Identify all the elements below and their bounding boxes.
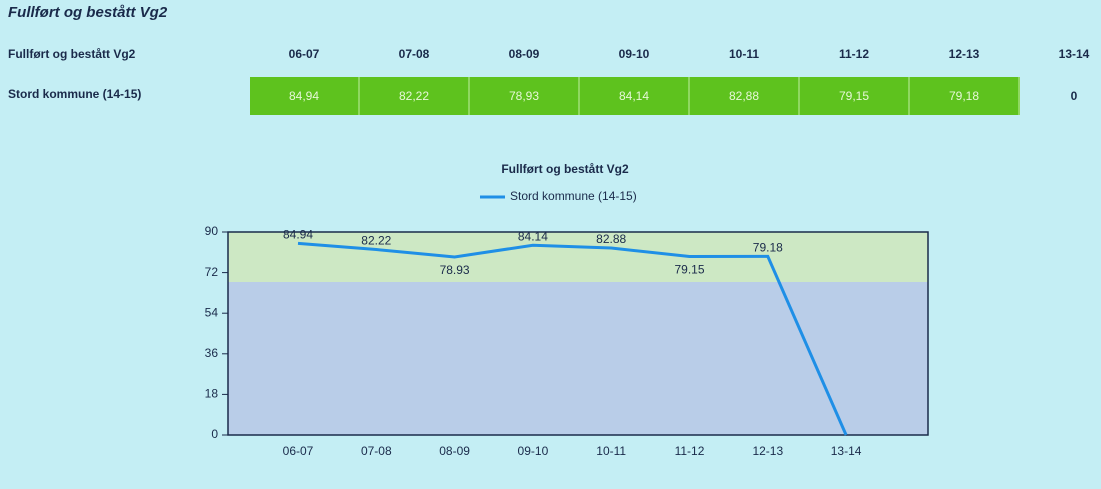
legend-label: Stord kommune (14-15) [510, 189, 637, 203]
plot-frame [227, 231, 929, 436]
data-label: 78.93 [440, 263, 470, 277]
x-tick-label: 13-14 [831, 444, 862, 458]
table-cell: 82,88 [690, 77, 800, 115]
page-title: Fullført og bestått Vg2 [8, 4, 168, 21]
y-tick-label: 18 [205, 387, 219, 401]
table-cell: 79,15 [800, 77, 910, 115]
data-label: 84.94 [283, 228, 313, 242]
y-tick-label: 90 [205, 224, 219, 238]
x-tick-label: 06-07 [283, 444, 314, 458]
table-cell: 84,14 [580, 77, 690, 115]
chart-title: Fullført og bestått Vg2 [501, 162, 629, 176]
data-label: 84.14 [518, 229, 548, 243]
line-series [297, 241, 848, 436]
table-header: 08-09 [508, 47, 540, 61]
y-tick-label: 72 [205, 265, 219, 279]
x-tick-label: 12-13 [752, 444, 783, 458]
x-tick-label: 07-08 [361, 444, 392, 458]
table-header: 06-07 [288, 47, 320, 61]
data-label: 79.18 [753, 241, 783, 255]
table-cell: 0 [1070, 89, 1078, 103]
table-header: Fullført og bestått Vg2 [8, 47, 136, 61]
table-header: 09-10 [618, 47, 650, 61]
row-label: Stord kommune (14-15) [8, 87, 142, 101]
table-header: 07-08 [398, 47, 430, 61]
data-label: 79.15 [674, 263, 704, 277]
x-tick-label: 09-10 [518, 444, 549, 458]
y-tick-label: 54 [205, 305, 219, 319]
x-tick-label: 10-11 [596, 444, 626, 458]
data-label: 82.22 [361, 234, 391, 248]
data-label: 82.88 [596, 232, 626, 246]
table-header: 11-12 [838, 47, 870, 61]
table-cell: 78,93 [470, 77, 580, 115]
table-cell: 82,22 [360, 77, 470, 115]
x-tick-label: 08-09 [439, 444, 470, 458]
table-header: 12-13 [948, 47, 980, 61]
y-tick-label: 36 [205, 346, 219, 360]
table-header: 10-11 [728, 47, 760, 61]
plot-band [228, 232, 928, 282]
table-cell: 84,94 [250, 77, 360, 115]
y-tick-label: 0 [211, 427, 218, 441]
table-cell: 79,18 [910, 77, 1020, 115]
x-tick-label: 11-12 [675, 444, 705, 458]
table-header: 13-14 [1058, 47, 1090, 61]
